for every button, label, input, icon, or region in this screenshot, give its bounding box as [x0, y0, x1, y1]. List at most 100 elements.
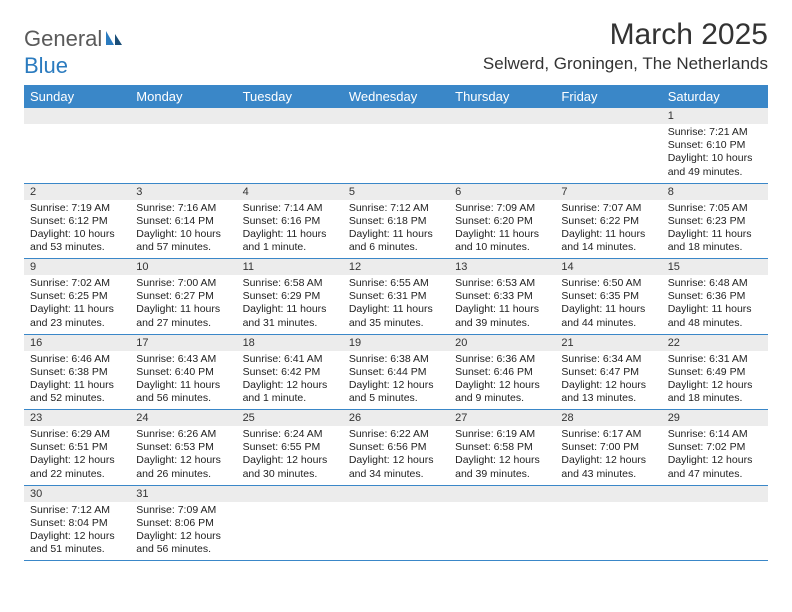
day-header-row: Sunday Monday Tuesday Wednesday Thursday…	[24, 85, 768, 108]
day-number: 14	[555, 259, 661, 275]
day-details: Sunrise: 7:19 AMSunset: 6:12 PMDaylight:…	[24, 200, 130, 259]
day-cell: 5Sunrise: 7:12 AMSunset: 6:18 PMDaylight…	[343, 183, 449, 259]
daylight-text: Daylight: 12 hours and 30 minutes.	[243, 454, 337, 480]
week-row: 23Sunrise: 6:29 AMSunset: 6:51 PMDayligh…	[24, 410, 768, 486]
day-cell	[449, 485, 555, 561]
day-details: Sunrise: 6:58 AMSunset: 6:29 PMDaylight:…	[237, 275, 343, 334]
daylight-text: Daylight: 11 hours and 18 minutes.	[668, 228, 762, 254]
day-cell: 17Sunrise: 6:43 AMSunset: 6:40 PMDayligh…	[130, 334, 236, 410]
day-cell: 28Sunrise: 6:17 AMSunset: 7:00 PMDayligh…	[555, 410, 661, 486]
daylight-text: Daylight: 11 hours and 6 minutes.	[349, 228, 443, 254]
sunrise-text: Sunrise: 6:38 AM	[349, 353, 443, 366]
sunset-text: Sunset: 6:25 PM	[30, 290, 124, 303]
week-row: 1Sunrise: 7:21 AMSunset: 6:10 PMDaylight…	[24, 108, 768, 183]
day-cell: 12Sunrise: 6:55 AMSunset: 6:31 PMDayligh…	[343, 259, 449, 335]
daylight-text: Daylight: 11 hours and 56 minutes.	[136, 379, 230, 405]
sunrise-text: Sunrise: 6:50 AM	[561, 277, 655, 290]
day-details: Sunrise: 6:17 AMSunset: 7:00 PMDaylight:…	[555, 426, 661, 485]
day-cell: 8Sunrise: 7:05 AMSunset: 6:23 PMDaylight…	[662, 183, 768, 259]
daylight-text: Daylight: 12 hours and 39 minutes.	[455, 454, 549, 480]
sunset-text: Sunset: 6:23 PM	[668, 215, 762, 228]
day-details: Sunrise: 7:02 AMSunset: 6:25 PMDaylight:…	[24, 275, 130, 334]
week-row: 2Sunrise: 7:19 AMSunset: 6:12 PMDaylight…	[24, 183, 768, 259]
sunset-text: Sunset: 7:02 PM	[668, 441, 762, 454]
sunrise-text: Sunrise: 6:19 AM	[455, 428, 549, 441]
day-cell: 6Sunrise: 7:09 AMSunset: 6:20 PMDaylight…	[449, 183, 555, 259]
day-details: Sunrise: 7:14 AMSunset: 6:16 PMDaylight:…	[237, 200, 343, 259]
month-title: March 2025	[483, 18, 768, 52]
sunset-text: Sunset: 6:10 PM	[668, 139, 762, 152]
daylight-text: Daylight: 10 hours and 49 minutes.	[668, 152, 762, 178]
sunset-text: Sunset: 8:06 PM	[136, 517, 230, 530]
sunset-text: Sunset: 8:04 PM	[30, 517, 124, 530]
day-details: Sunrise: 6:24 AMSunset: 6:55 PMDaylight:…	[237, 426, 343, 485]
sunset-text: Sunset: 6:44 PM	[349, 366, 443, 379]
day-cell: 18Sunrise: 6:41 AMSunset: 6:42 PMDayligh…	[237, 334, 343, 410]
header: General Blue March 2025 Selwerd, Groning…	[24, 18, 768, 79]
day-number: 22	[662, 335, 768, 351]
sunset-text: Sunset: 6:46 PM	[455, 366, 549, 379]
sunset-text: Sunset: 6:55 PM	[243, 441, 337, 454]
day-details: Sunrise: 6:34 AMSunset: 6:47 PMDaylight:…	[555, 351, 661, 410]
sunrise-text: Sunrise: 7:09 AM	[136, 504, 230, 517]
day-details: Sunrise: 7:05 AMSunset: 6:23 PMDaylight:…	[662, 200, 768, 259]
day-cell: 26Sunrise: 6:22 AMSunset: 6:56 PMDayligh…	[343, 410, 449, 486]
day-cell: 4Sunrise: 7:14 AMSunset: 6:16 PMDaylight…	[237, 183, 343, 259]
sunrise-text: Sunrise: 7:16 AM	[136, 202, 230, 215]
sunrise-text: Sunrise: 6:55 AM	[349, 277, 443, 290]
week-row: 16Sunrise: 6:46 AMSunset: 6:38 PMDayligh…	[24, 334, 768, 410]
calendar-table: Sunday Monday Tuesday Wednesday Thursday…	[24, 85, 768, 561]
day-number: 16	[24, 335, 130, 351]
day-cell: 14Sunrise: 6:50 AMSunset: 6:35 PMDayligh…	[555, 259, 661, 335]
day-cell: 15Sunrise: 6:48 AMSunset: 6:36 PMDayligh…	[662, 259, 768, 335]
day-number: 12	[343, 259, 449, 275]
sunrise-text: Sunrise: 6:17 AM	[561, 428, 655, 441]
sunset-text: Sunset: 6:14 PM	[136, 215, 230, 228]
day-number: 9	[24, 259, 130, 275]
sunset-text: Sunset: 6:22 PM	[561, 215, 655, 228]
sunrise-text: Sunrise: 6:22 AM	[349, 428, 443, 441]
day-cell	[130, 108, 236, 183]
day-details: Sunrise: 7:09 AMSunset: 8:06 PMDaylight:…	[130, 502, 236, 561]
day-details: Sunrise: 6:29 AMSunset: 6:51 PMDaylight:…	[24, 426, 130, 485]
daylight-text: Daylight: 12 hours and 18 minutes.	[668, 379, 762, 405]
day-cell	[237, 108, 343, 183]
day-header: Wednesday	[343, 85, 449, 108]
day-details: Sunrise: 7:21 AMSunset: 6:10 PMDaylight:…	[662, 124, 768, 183]
sunrise-text: Sunrise: 7:09 AM	[455, 202, 549, 215]
day-details: Sunrise: 6:43 AMSunset: 6:40 PMDaylight:…	[130, 351, 236, 410]
day-cell: 20Sunrise: 6:36 AMSunset: 6:46 PMDayligh…	[449, 334, 555, 410]
day-details: Sunrise: 6:38 AMSunset: 6:44 PMDaylight:…	[343, 351, 449, 410]
daylight-text: Daylight: 11 hours and 1 minute.	[243, 228, 337, 254]
day-cell: 16Sunrise: 6:46 AMSunset: 6:38 PMDayligh…	[24, 334, 130, 410]
day-cell: 31Sunrise: 7:09 AMSunset: 8:06 PMDayligh…	[130, 485, 236, 561]
day-cell: 21Sunrise: 6:34 AMSunset: 6:47 PMDayligh…	[555, 334, 661, 410]
sunrise-text: Sunrise: 6:29 AM	[30, 428, 124, 441]
daylight-text: Daylight: 11 hours and 27 minutes.	[136, 303, 230, 329]
day-number: 8	[662, 184, 768, 200]
sunset-text: Sunset: 6:53 PM	[136, 441, 230, 454]
sunrise-text: Sunrise: 6:24 AM	[243, 428, 337, 441]
day-number: 27	[449, 410, 555, 426]
day-cell	[237, 485, 343, 561]
daylight-text: Daylight: 10 hours and 57 minutes.	[136, 228, 230, 254]
day-cell	[24, 108, 130, 183]
day-details: Sunrise: 7:12 AMSunset: 8:04 PMDaylight:…	[24, 502, 130, 561]
sunset-text: Sunset: 6:27 PM	[136, 290, 230, 303]
sunset-text: Sunset: 6:31 PM	[349, 290, 443, 303]
day-cell: 2Sunrise: 7:19 AMSunset: 6:12 PMDaylight…	[24, 183, 130, 259]
sunset-text: Sunset: 6:36 PM	[668, 290, 762, 303]
daylight-text: Daylight: 12 hours and 1 minute.	[243, 379, 337, 405]
sunrise-text: Sunrise: 7:02 AM	[30, 277, 124, 290]
day-header: Thursday	[449, 85, 555, 108]
day-number: 28	[555, 410, 661, 426]
logo-text: General Blue	[24, 26, 126, 79]
day-number: 7	[555, 184, 661, 200]
day-details: Sunrise: 6:55 AMSunset: 6:31 PMDaylight:…	[343, 275, 449, 334]
daylight-text: Daylight: 11 hours and 31 minutes.	[243, 303, 337, 329]
day-cell: 3Sunrise: 7:16 AMSunset: 6:14 PMDaylight…	[130, 183, 236, 259]
day-details: Sunrise: 6:26 AMSunset: 6:53 PMDaylight:…	[130, 426, 236, 485]
sunrise-text: Sunrise: 6:46 AM	[30, 353, 124, 366]
daylight-text: Daylight: 12 hours and 22 minutes.	[30, 454, 124, 480]
day-number: 2	[24, 184, 130, 200]
